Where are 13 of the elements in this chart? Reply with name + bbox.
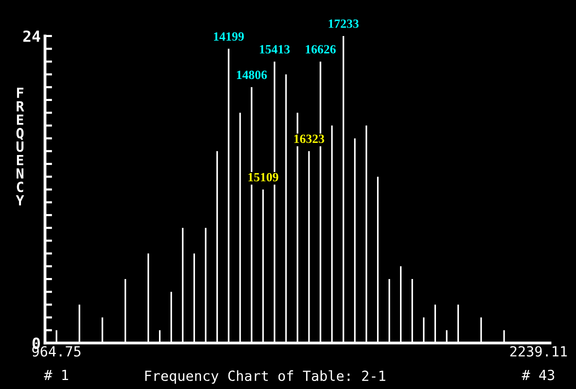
text: Frequency Chart of Table: 2-1 <box>145 370 386 384</box>
annotation: 16626 <box>306 45 336 54</box>
annotation: 15109 <box>248 172 278 182</box>
text: # 43 <box>522 370 554 380</box>
annotation: 14806 <box>236 70 267 80</box>
annotation: 14199 <box>214 32 244 41</box>
annotation: 17233 <box>328 20 359 28</box>
y-tick-label: 24 <box>23 30 40 42</box>
annotation: 16323 <box>294 134 324 144</box>
text: FREQUENCY <box>16 88 24 206</box>
annotation: 15413 <box>260 45 290 54</box>
x-tick-label: 2239.11 <box>510 346 567 357</box>
text: # 1 <box>44 370 68 380</box>
